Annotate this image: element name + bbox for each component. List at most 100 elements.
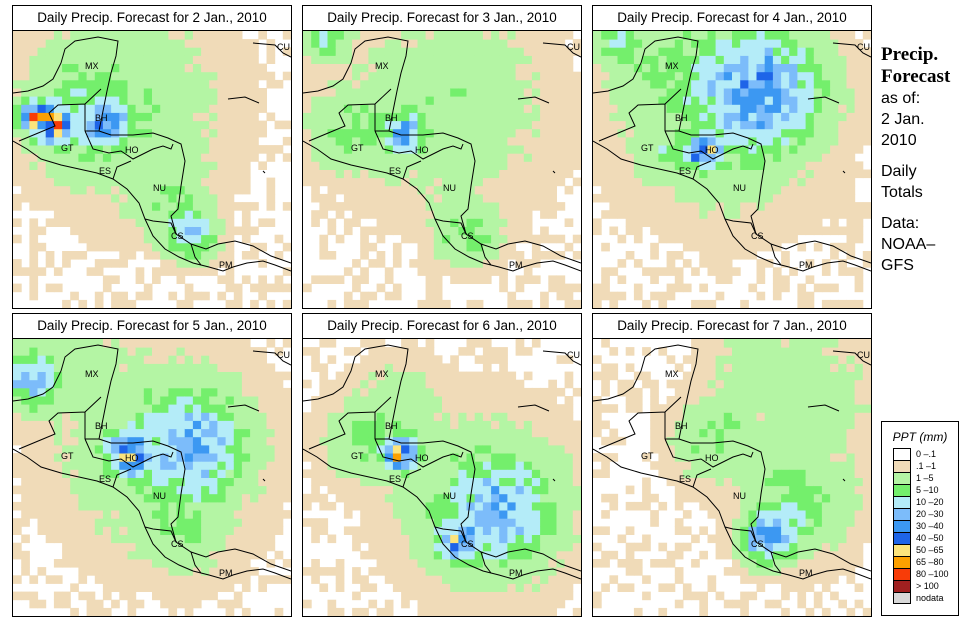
precip-cell	[625, 63, 635, 73]
precip-cell	[160, 112, 169, 122]
precip-cell	[176, 193, 186, 203]
precip-cell	[732, 242, 741, 252]
precip-cell	[184, 477, 194, 487]
precip-cell	[748, 145, 758, 154]
precip-cell	[625, 47, 635, 56]
precip-cell	[682, 177, 692, 187]
precip-cell	[127, 583, 137, 592]
precip-cell	[813, 55, 823, 64]
precip-cell	[152, 112, 161, 122]
precip-cell	[548, 534, 557, 544]
precip-cell	[127, 567, 137, 576]
precip-cell	[401, 599, 410, 609]
precip-cell	[94, 242, 104, 252]
precip-cell	[343, 461, 353, 470]
precip-cell	[184, 267, 194, 276]
precip-cell	[797, 112, 807, 122]
precip-cell	[625, 79, 635, 89]
precip-cell	[442, 169, 451, 179]
precip-cell	[723, 120, 733, 130]
precip-cell	[772, 291, 782, 301]
precip-cell	[274, 371, 284, 381]
precip-cell	[335, 412, 345, 421]
precip-cell	[625, 185, 635, 195]
precip-cell	[368, 291, 378, 301]
precip-cell	[13, 461, 22, 470]
precip-cell	[450, 387, 459, 397]
precip-cell	[450, 120, 459, 130]
precip-cell	[127, 501, 137, 511]
precip-cell	[303, 453, 312, 462]
precip-cell	[111, 161, 120, 170]
precip-cell	[168, 104, 178, 113]
precip-cell	[732, 79, 741, 89]
precip-cell	[233, 387, 243, 397]
precip-cell	[846, 169, 856, 179]
precip-cell	[376, 371, 386, 381]
precip-cell	[515, 128, 525, 138]
precip-cell	[168, 567, 178, 576]
precip-cell	[830, 112, 839, 122]
precip-cell	[625, 153, 635, 162]
precip-cell	[319, 493, 329, 503]
precip-cell	[732, 193, 741, 203]
precip-cell	[360, 63, 369, 73]
precip-cell	[474, 210, 484, 219]
country-label: ES	[99, 166, 111, 176]
country-label: CU	[857, 42, 870, 52]
precip-cell	[78, 234, 88, 244]
precip-cell	[70, 355, 79, 364]
precip-cell	[392, 63, 402, 73]
precip-cell	[127, 542, 137, 552]
precip-cell	[62, 55, 71, 64]
precip-cell	[168, 226, 178, 236]
precip-cell	[266, 412, 276, 421]
precip-cell	[45, 96, 55, 105]
precip-cell	[409, 444, 418, 454]
precip-cell	[666, 226, 676, 236]
precip-cell	[241, 339, 251, 348]
precip-cell	[417, 145, 427, 154]
precip-cell	[466, 47, 476, 56]
precip-cell	[458, 550, 468, 560]
precip-cell	[192, 169, 202, 179]
precip-cell	[258, 461, 267, 470]
precip-cell	[707, 161, 717, 170]
precip-cell	[417, 96, 427, 105]
precip-cell	[442, 55, 451, 64]
country-label: MX	[665, 61, 679, 71]
precip-cell	[540, 128, 549, 138]
precip-cell	[854, 79, 864, 89]
precip-cell	[723, 63, 733, 73]
precip-cell	[192, 583, 202, 592]
precip-cell	[102, 607, 112, 616]
precip-cell	[119, 291, 128, 301]
precip-cell	[201, 575, 210, 584]
precip-cell	[274, 347, 284, 356]
precip-cell	[756, 234, 766, 244]
precip-cell	[658, 299, 668, 308]
precip-cell	[797, 185, 807, 195]
precip-cell	[732, 112, 741, 122]
precip-cell	[650, 291, 659, 301]
precip-cell	[466, 461, 476, 470]
precip-cell	[732, 210, 741, 219]
precip-cell	[507, 234, 517, 244]
precip-cell	[466, 193, 476, 203]
precip-cell	[37, 412, 47, 421]
precip-cell	[691, 79, 700, 89]
precip-cell	[507, 526, 517, 535]
precip-cell	[609, 291, 619, 301]
precip-cell	[772, 128, 782, 138]
precip-cell	[319, 518, 329, 527]
precip-cell	[417, 120, 427, 130]
precip-cell	[201, 339, 210, 348]
precip-cell	[274, 550, 284, 560]
precip-cell	[491, 267, 500, 276]
precip-cell	[540, 120, 549, 130]
precip-cell	[168, 501, 178, 511]
precip-cell	[748, 55, 758, 64]
precip-cell	[86, 39, 96, 48]
precip-cell	[168, 63, 178, 73]
precip-cell	[143, 469, 153, 478]
